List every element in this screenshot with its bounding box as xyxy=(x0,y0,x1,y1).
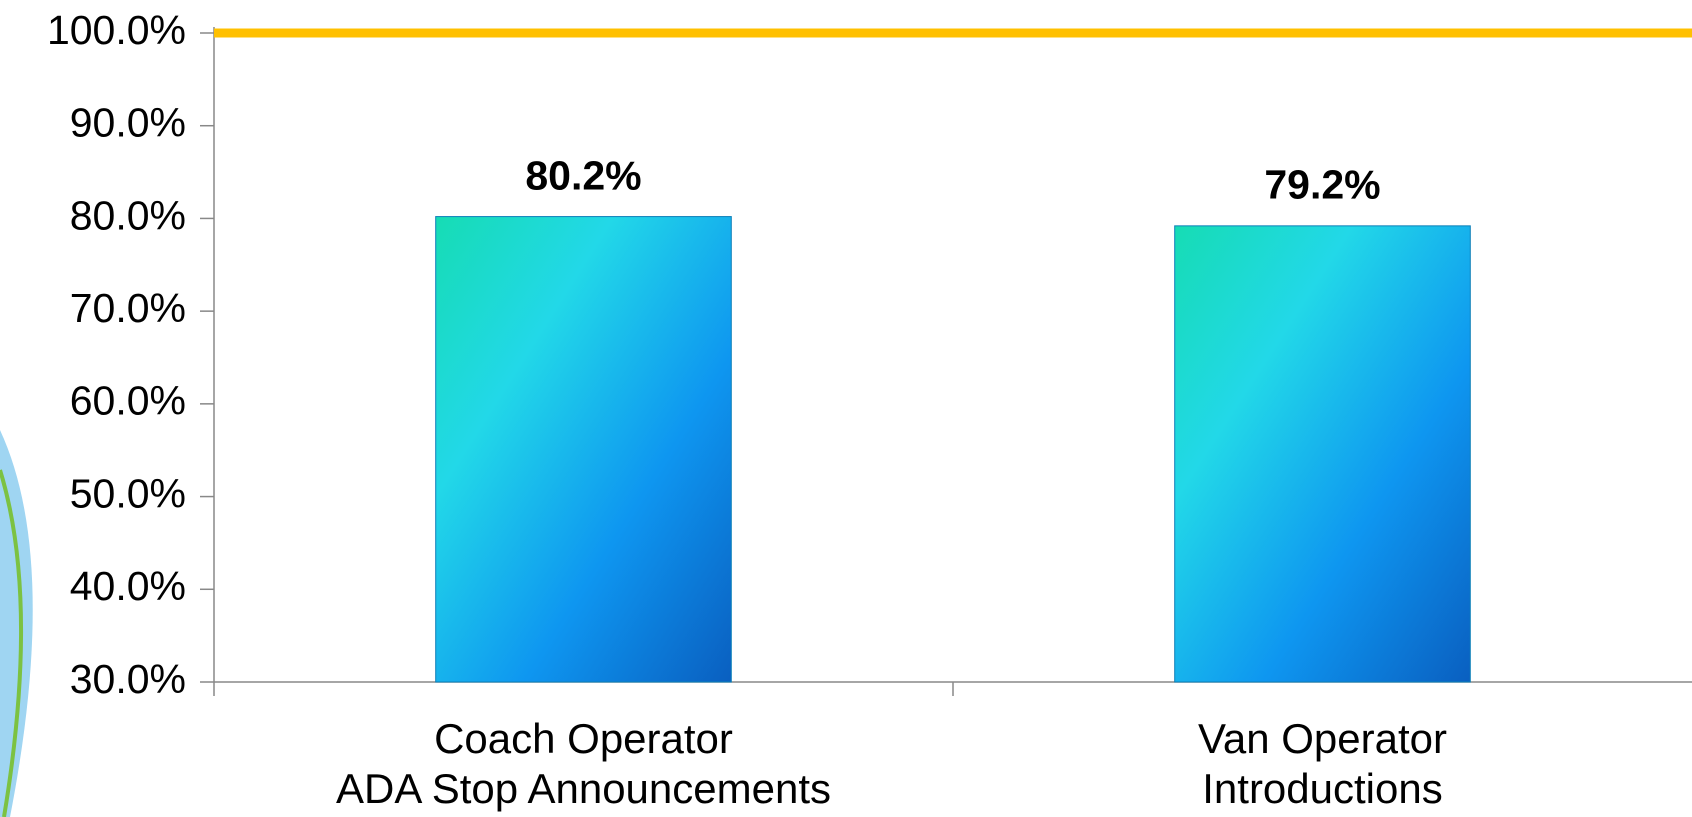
y-tick-label: 60.0% xyxy=(70,378,186,424)
data-label: 79.2% xyxy=(1264,162,1380,208)
x-tick-label: Coach Operator ADA Stop Announcements xyxy=(336,715,831,812)
y-tick-label: 50.0% xyxy=(70,470,186,516)
decoration xyxy=(0,430,33,817)
y-tick-label: 70.0% xyxy=(70,285,186,331)
data-label: 80.2% xyxy=(525,152,641,198)
bar xyxy=(435,216,732,683)
bar xyxy=(1174,225,1471,683)
decoration xyxy=(0,469,24,817)
y-tick-label: 90.0% xyxy=(70,100,186,146)
y-tick-label: 30.0% xyxy=(70,656,186,702)
y-tick-label: 100.0% xyxy=(47,7,186,53)
x-tick-label: Van Operator Introductions xyxy=(1197,715,1448,812)
y-tick-label: 80.0% xyxy=(70,192,186,238)
y-tick-label: 40.0% xyxy=(70,563,186,609)
